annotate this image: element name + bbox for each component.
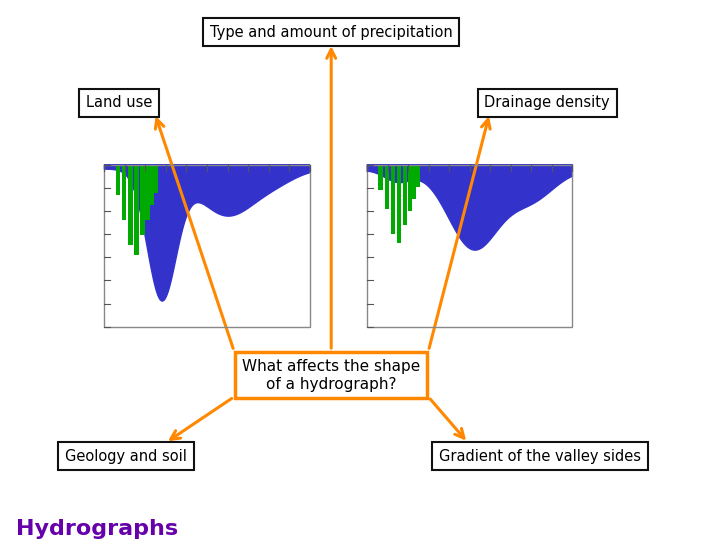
Bar: [145, 165, 150, 220]
Bar: [397, 165, 401, 243]
Bar: [367, 165, 572, 327]
Text: What affects the shape
of a hydrograph?: What affects the shape of a hydrograph?: [242, 359, 420, 392]
Bar: [367, 165, 572, 327]
Text: Geology and soil: Geology and soil: [65, 449, 187, 464]
Bar: [416, 165, 420, 187]
Bar: [413, 165, 416, 199]
Bar: [150, 165, 154, 205]
Bar: [379, 165, 382, 190]
Text: Gradient of the valley sides: Gradient of the valley sides: [439, 449, 641, 464]
Bar: [128, 165, 132, 245]
Bar: [122, 165, 126, 220]
Bar: [408, 165, 413, 211]
Text: Drainage density: Drainage density: [485, 95, 610, 110]
Text: Land use: Land use: [86, 95, 152, 110]
Bar: [403, 165, 408, 225]
Bar: [391, 165, 395, 234]
Polygon shape: [104, 165, 310, 301]
Bar: [134, 165, 139, 255]
Polygon shape: [367, 165, 572, 250]
Bar: [140, 165, 145, 235]
Bar: [384, 165, 389, 209]
Bar: [153, 165, 158, 193]
Bar: [104, 165, 310, 327]
Bar: [116, 165, 120, 195]
Text: Hydrographs: Hydrographs: [16, 519, 178, 539]
Text: Type and amount of precipitation: Type and amount of precipitation: [210, 25, 453, 40]
Bar: [104, 165, 310, 327]
